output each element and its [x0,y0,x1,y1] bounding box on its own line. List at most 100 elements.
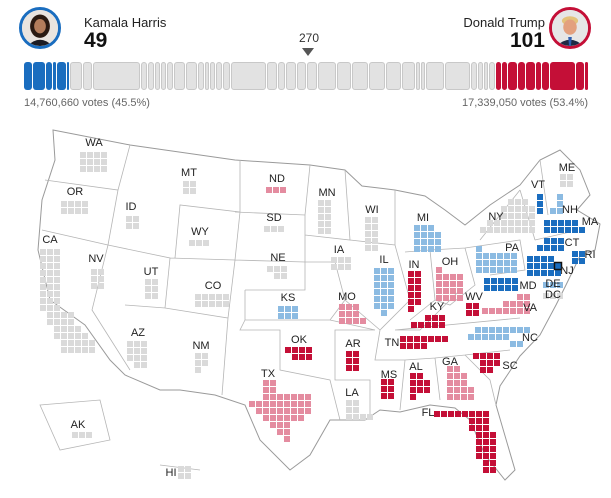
ev-square-fl[interactable] [490,453,496,459]
ev-square-va[interactable] [510,308,516,314]
ev-square-nd[interactable] [266,187,272,193]
ev-square-nm[interactable] [202,353,208,359]
ev-square-ny[interactable] [501,206,507,212]
ev-square-md[interactable] [491,285,497,291]
ev-square-ia[interactable] [331,257,337,263]
bar-segment-la[interactable] [297,62,307,90]
ev-square-md[interactable] [484,285,490,291]
ev-square-fl[interactable] [476,432,482,438]
ev-square-ca[interactable] [68,333,74,339]
ev-square-oh[interactable] [443,288,449,294]
ev-square-ma[interactable] [551,227,557,233]
ev-square-az[interactable] [127,355,133,361]
ev-square-nj[interactable] [534,256,540,262]
ev-square-oh[interactable] [436,274,442,280]
ev-square-ga[interactable] [454,394,460,400]
ev-square-ca[interactable] [47,256,53,262]
ev-square-ct[interactable] [558,238,564,244]
ev-square-hi[interactable] [178,473,184,479]
ev-square-ny[interactable] [494,220,500,226]
ev-square-az[interactable] [134,341,140,347]
ev-square-fl[interactable] [483,432,489,438]
ev-square-tx[interactable] [263,415,269,421]
ev-square-al[interactable] [410,373,416,379]
ev-square-il[interactable] [388,289,394,295]
ev-square-ca[interactable] [40,263,46,269]
ev-square-wa[interactable] [101,159,107,165]
ev-square-wa[interactable] [80,159,86,165]
ev-square-in[interactable] [408,278,414,284]
ev-square-or[interactable] [68,201,74,207]
ev-square-nd[interactable] [273,187,279,193]
ev-square-fl[interactable] [476,439,482,445]
ev-square-nj[interactable] [548,270,554,276]
ev-square-ma[interactable] [551,220,557,226]
ev-square-la[interactable] [346,400,352,406]
bar-segment-nc[interactable] [385,62,401,90]
ev-square-ny[interactable] [515,206,521,212]
ev-square-mn[interactable] [318,214,324,220]
ev-square-al[interactable] [417,380,423,386]
ev-square-ut[interactable] [145,293,151,299]
ev-square-oh[interactable] [443,281,449,287]
ev-square-tx[interactable] [298,408,304,414]
ev-square-tx[interactable] [263,380,269,386]
ev-square-tx[interactable] [284,401,290,407]
ev-square-in[interactable] [408,292,414,298]
ev-square-pa[interactable] [504,253,510,259]
ev-square-co[interactable] [195,301,201,307]
ev-square-ut[interactable] [152,293,158,299]
ev-square-ca[interactable] [54,312,60,318]
ev-square-oh[interactable] [436,295,442,301]
ev-square-ri[interactable] [579,258,585,264]
ev-square-tx[interactable] [291,394,297,400]
ev-square-ms[interactable] [388,386,394,392]
bar-segment-tn[interactable] [526,62,536,90]
ev-square-nj[interactable] [541,270,547,276]
ev-square-il[interactable] [374,303,380,309]
ev-square-ma[interactable] [544,227,550,233]
ev-square-fl[interactable] [476,411,482,417]
ev-square-mt[interactable] [183,188,189,194]
ev-square-tx[interactable] [298,415,304,421]
ev-square-mi[interactable] [435,239,441,245]
ev-square-fl[interactable] [483,460,489,466]
ev-square-fl[interactable] [490,446,496,452]
ev-square-il[interactable] [381,275,387,281]
ev-square-fl[interactable] [469,411,475,417]
ev-square-va[interactable] [503,308,509,314]
ev-square-tx[interactable] [270,401,276,407]
ev-square-oh[interactable] [457,288,463,294]
ev-square-co[interactable] [202,301,208,307]
ev-square-mo[interactable] [353,304,359,310]
bar-segment-in[interactable] [508,62,518,90]
ev-square-ne[interactable] [274,266,280,272]
ev-square-nh[interactable] [557,208,563,214]
ev-square-nm[interactable] [195,360,201,366]
bar-segment-wa[interactable] [70,62,83,90]
ev-square-ca[interactable] [68,319,74,325]
ev-square-al[interactable] [424,387,430,393]
ev-square-ne[interactable] [267,266,273,272]
ev-square-ny[interactable] [515,227,521,233]
ev-square-il[interactable] [388,268,394,274]
ev-square-ca[interactable] [89,347,95,353]
bar-segment-co[interactable] [174,62,185,90]
ev-square-ny[interactable] [480,227,486,233]
ev-square-ca[interactable] [82,347,88,353]
ev-square-pa[interactable] [504,267,510,273]
ev-square-tx[interactable] [277,401,283,407]
ev-square-ca[interactable] [61,312,67,318]
ev-square-ga[interactable] [468,394,474,400]
ev-square-va[interactable] [503,301,509,307]
bar-segment-ak[interactable] [483,62,489,90]
ev-square-pa[interactable] [483,267,489,273]
ev-square-tx[interactable] [284,394,290,400]
ev-square-tx[interactable] [291,415,297,421]
ev-square-tn[interactable] [407,343,413,349]
ev-square-fl[interactable] [476,453,482,459]
ev-square-sc[interactable] [487,367,493,373]
ev-square-wi[interactable] [372,238,378,244]
ev-square-wa[interactable] [87,166,93,172]
ev-square-az[interactable] [127,341,133,347]
